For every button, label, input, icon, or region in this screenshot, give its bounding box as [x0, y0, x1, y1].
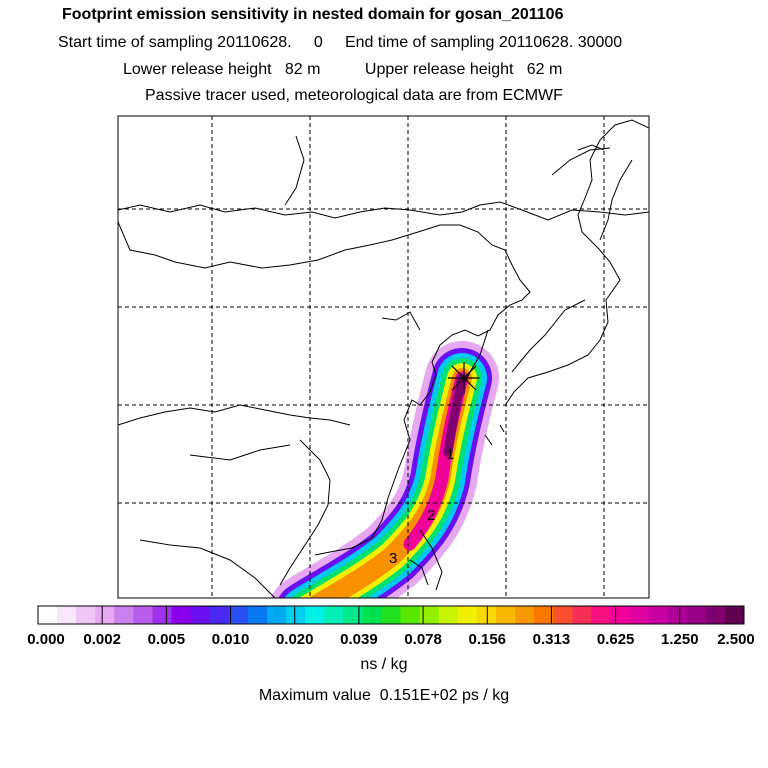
colorbar-swatch [95, 606, 115, 624]
colorbar-swatch [705, 606, 726, 624]
release-height-line: Lower release height 82 m Upper release … [123, 61, 563, 78]
maximum-value-text: Maximum value 0.151E+02 ps / kg [258, 687, 510, 704]
colorbar-tick-label: 0.156 [468, 631, 506, 648]
colorbar-swatch [228, 606, 249, 624]
colorbar-tick-label: 0.078 [404, 631, 442, 648]
colorbar-swatch [362, 606, 382, 624]
colorbar-swatch [209, 606, 230, 624]
colorbar-swatch [76, 606, 96, 624]
colorbar-swatch [667, 606, 688, 624]
colorbar-swatch [515, 606, 535, 624]
colorbar-swatch [476, 606, 497, 624]
colorbar-swatch [171, 606, 192, 624]
colorbar-tick-label: 0.020 [276, 631, 314, 648]
colorbar-swatch [114, 606, 134, 624]
map-area: 1 2 3 [118, 116, 649, 598]
colorbar-swatch [190, 606, 211, 624]
colorbar-swatch [572, 606, 592, 624]
colorbar-swatch [591, 606, 611, 624]
colorbar-unit: ns / kg [360, 656, 408, 673]
colorbar-tick-label: 0.313 [533, 631, 571, 648]
colorbar-swatch [133, 606, 153, 624]
colorbar-tick-label: 1.250 [661, 631, 699, 648]
colorbar-swatch [381, 606, 402, 624]
colorbar-swatch [457, 606, 478, 624]
colorbar-swatch [686, 606, 707, 624]
colorbar-swatch [629, 606, 650, 624]
colorbar-swatch [38, 606, 58, 624]
graticule [118, 116, 649, 598]
time-marker-1: 1 [446, 446, 454, 463]
colorbar-tick-label: 0.625 [597, 631, 635, 648]
colorbar-tick-label: 0.010 [212, 631, 250, 648]
colorbar-swatch [305, 606, 325, 624]
colorbar-swatch [343, 606, 363, 624]
colorbar-tick-label: 0.000 [27, 631, 65, 648]
release-site-marker [448, 362, 480, 394]
colorbar-swatch [419, 606, 440, 624]
colorbar-swatch [266, 606, 287, 624]
colorbar-swatch [724, 606, 745, 624]
colorbar-tick-label: 0.039 [340, 631, 378, 648]
colorbar-tick-label: 0.005 [148, 631, 186, 648]
colorbar-swatch [495, 606, 516, 624]
colorbar-swatch [534, 606, 554, 624]
colorbar-swatch [438, 606, 459, 624]
map-frame [117, 115, 650, 599]
colorbar-swatch [648, 606, 669, 624]
tracer-info-line: Passive tracer used, meteorological data… [145, 87, 563, 104]
colorbar-labels: 0.000 0.002 0.005 0.010 0.020 0.039 0.078 0.156… [27, 631, 755, 648]
colorbar-swatch [610, 606, 631, 624]
colorbar-swatch [57, 606, 77, 624]
time-marker-2: 2 [427, 507, 435, 524]
colorbar-swatch [553, 606, 573, 624]
colorbar-swatch [247, 606, 268, 624]
colorbar-swatch [324, 606, 344, 624]
colorbar-tick-label: 0.002 [83, 631, 121, 648]
map-title: Footprint emission sensitivity in nested… [62, 6, 564, 23]
colorbar-swatch [286, 606, 306, 624]
emission-plume [271, 341, 499, 598]
time-marker-3: 3 [389, 550, 397, 567]
colorbar-swatch [400, 606, 421, 624]
sampling-time-line: Start time of sampling 20110628. 0 End t… [58, 34, 623, 51]
colorbar [37, 605, 745, 625]
colorbar-swatch [152, 606, 173, 624]
colorbar-tick-label: 2.500 [717, 631, 755, 648]
